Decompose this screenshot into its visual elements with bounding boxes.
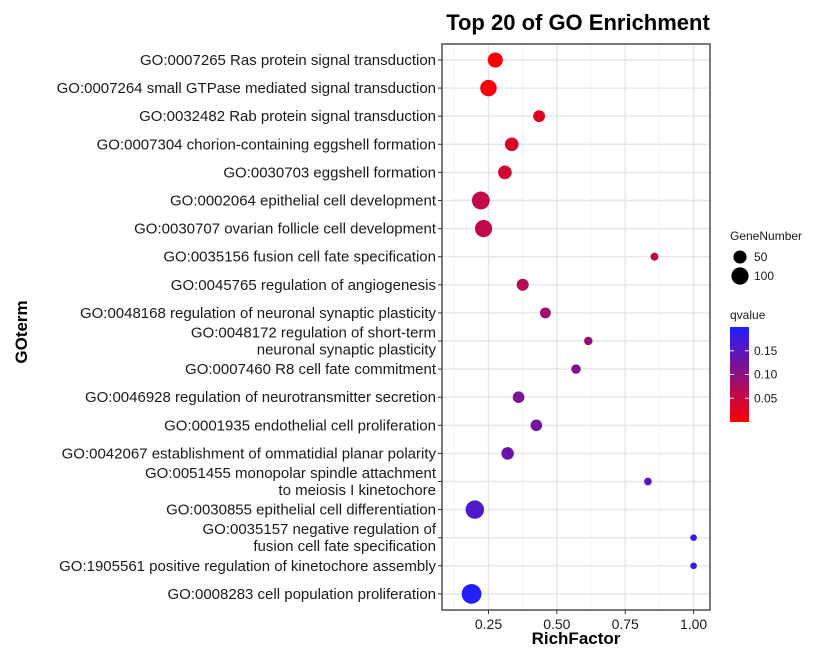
y-tick-label: GO:0046928 regulation of neurotransmitte… [85,389,436,406]
legend-size-label: 50 [754,250,768,264]
data-point [498,165,512,180]
legend-gene-number: GeneNumber 50 100 [730,229,802,285]
legend-qvalue: qvalue 0.05 0.10 0.15 [730,308,778,422]
data-point [474,220,493,238]
data-point [644,477,652,486]
data-point [690,534,697,542]
y-tick-label: GO:0008283 cell population proliferation [167,586,436,603]
colorbar-tick-label: 0.10 [754,368,778,382]
legend-size-label: 100 [754,269,774,283]
colorbar-tick-label: 0.15 [754,344,778,358]
data-point [533,110,545,123]
y-tick-label: GO:0007265 Ras protein signal transducti… [140,52,436,69]
data-point [516,278,529,291]
data-point [530,419,543,432]
data-point [650,252,659,261]
x-axis-title: RichFactor [532,629,621,648]
y-axis-labels: GO:0007265 Ras protein signal transducti… [57,52,442,603]
legend-color-title: qvalue [730,308,766,322]
data-point [487,52,503,68]
data-points [461,52,697,604]
y-tick-label: GO:0007264 small GTPase mediated signal … [57,80,436,97]
y-tick-label: GO:0048168 regulation of neuronal synapt… [80,305,437,322]
data-point [690,562,697,570]
y-tick-label: GO:0030707 ovarian follicle cell develop… [134,221,437,238]
y-tick-label: GO:1905561 positive regulation of kineto… [59,558,436,575]
data-point [461,584,482,604]
y-axis-title: GOterm [12,300,31,363]
y-tick-label: GO:0007460 R8 cell fate commitment [185,361,437,378]
y-tick-label: GO:0030855 epithelial cell differentiati… [166,502,436,519]
chart-title: Top 20 of GO Enrichment [446,10,710,35]
data-point [571,364,581,374]
y-tick-label: GO:0035157 negative regulation of [202,521,436,538]
y-tick-label: GO:0001935 endothelial cell proliferatio… [164,417,436,434]
y-tick-label: to meiosis I kinetochore [278,482,436,499]
colorbar-tick-label: 0.05 [754,391,778,405]
y-tick-label: GO:0007304 chorion-containing eggshell f… [97,136,436,153]
qvalue-colorbar [730,327,749,422]
y-tick-label: neuronal synaptic plasticity [257,342,437,359]
y-tick-label: GO:0045765 regulation of angiogenesis [171,277,436,294]
x-tick-label: 0.25 [475,616,502,632]
data-point [480,79,497,97]
y-tick-label: GO:0032482 Rab protein signal transducti… [139,108,436,125]
data-point [471,191,490,210]
y-tick-label: GO:0002064 epithelial cell development [170,193,437,210]
y-tick-label: GO:0030703 eggshell formation [223,164,436,181]
x-axis: 0.25 0.50 0.75 1.00 [475,610,707,632]
data-point [465,500,485,519]
data-point [539,307,551,319]
legend-size-circle [733,250,747,264]
y-tick-label: GO:0042067 establishment of ommatidial p… [62,445,437,462]
y-tick-label: GO:0048172 regulation of short-term [191,325,436,342]
x-tick-label: 1.00 [680,616,707,632]
data-point [501,447,514,460]
x-tick-label: 0.75 [612,616,639,632]
y-tick-label: fusion cell fate specification [253,538,436,555]
y-tick-label: GO:0035156 fusion cell fate specificatio… [163,249,436,266]
y-tick-label: GO:0051455 monopolar spindle attachment [145,465,437,482]
legend-size-circle [731,267,749,285]
plot-panel-border [441,43,711,611]
data-point [584,336,593,346]
data-point [504,137,519,152]
data-point [512,391,525,404]
grid [442,44,710,610]
legend-size-title: GeneNumber [730,229,802,243]
x-tick-label: 0.50 [543,616,570,632]
